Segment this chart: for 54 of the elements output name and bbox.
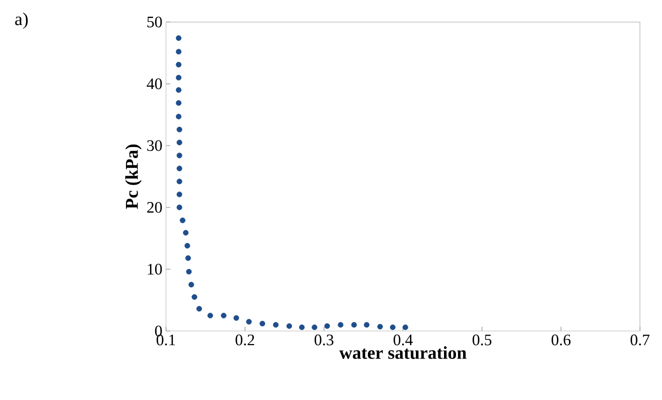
point <box>176 140 182 146</box>
point <box>260 320 266 326</box>
point <box>377 324 383 330</box>
y-tick-label: 20 <box>147 202 162 213</box>
point <box>351 322 357 328</box>
point <box>176 87 182 93</box>
point <box>176 166 182 172</box>
x-tick-label: 0.6 <box>552 334 571 346</box>
point <box>286 323 292 329</box>
point <box>176 74 182 80</box>
point <box>176 152 182 158</box>
point <box>176 48 182 54</box>
point <box>312 324 318 330</box>
point <box>186 268 192 274</box>
point <box>207 312 214 318</box>
point <box>176 114 182 120</box>
point <box>196 306 202 312</box>
point <box>176 204 182 210</box>
point <box>220 312 226 318</box>
point <box>176 100 182 106</box>
point <box>299 324 305 330</box>
point <box>402 324 408 330</box>
point <box>324 323 330 329</box>
point <box>176 35 182 41</box>
point <box>234 315 240 321</box>
point <box>188 282 194 288</box>
y-tick-label: 30 <box>147 140 162 151</box>
point <box>176 178 182 184</box>
x-axis-title: water saturation <box>339 346 466 359</box>
x-tick-label: 0.1 <box>156 334 176 346</box>
point <box>176 126 182 132</box>
y-tick-label: 0 <box>155 326 162 336</box>
point <box>192 294 198 300</box>
x-tick-label: 0.7 <box>630 334 650 346</box>
text: a) <box>15 12 28 29</box>
point <box>364 322 370 328</box>
point <box>338 322 344 328</box>
point <box>246 318 252 325</box>
x-tick-label: 0.3 <box>314 334 334 346</box>
point <box>273 322 279 328</box>
y-tick-label: 10 <box>148 264 162 275</box>
y-axis-title: Pc (kPa) <box>125 144 142 209</box>
point <box>176 192 182 198</box>
point <box>185 255 191 261</box>
point <box>176 62 182 68</box>
x-tick-label: 0.4 <box>394 334 413 346</box>
point <box>182 230 189 236</box>
point <box>390 324 396 330</box>
x-tick-label: 0.2 <box>236 334 254 346</box>
point <box>184 242 190 249</box>
x-tick-label: 0.5 <box>472 334 492 346</box>
y-tick-label: 50 <box>147 16 162 28</box>
y-tick-label: 40 <box>146 78 162 90</box>
point <box>180 218 186 224</box>
